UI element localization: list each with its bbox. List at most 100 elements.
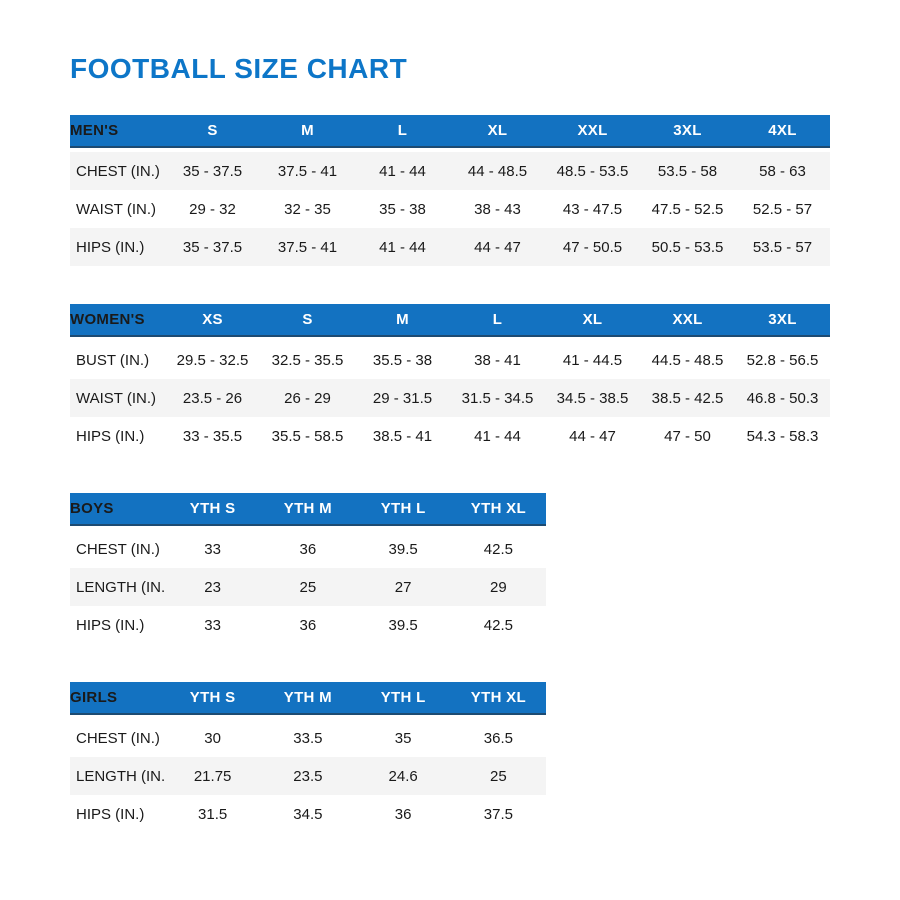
measurement-value: 33.5	[293, 729, 323, 747]
measurement-value: 35.5 - 38	[372, 351, 433, 369]
mens-header-row: MEN'S S M L XL XXL 3XL 4XL	[70, 115, 830, 148]
measurement-value: 34.5 - 38.5	[556, 389, 629, 407]
girls-size-column-header: YTH XL	[470, 689, 526, 706]
measurement-value: 47 - 50.5	[562, 238, 623, 256]
womens-size-column-header: S	[302, 311, 313, 328]
measurement-value: 38.5 - 42.5	[651, 389, 724, 407]
measurement-value: 32 - 35	[284, 200, 331, 218]
measurement-value: 21.75	[193, 767, 232, 785]
girls-size-column-header: YTH M	[283, 689, 332, 706]
womens-size-column-header: L	[492, 311, 503, 328]
girls-header-row: GIRLS YTH S YTH M YTH L YTH XL	[70, 682, 546, 715]
boys-table-title: BOYS	[70, 500, 114, 517]
page-title: FOOTBALL SIZE CHART	[70, 53, 408, 84]
measurement-value: 30	[204, 729, 221, 747]
measurement-value: 36	[394, 805, 412, 823]
measurement-value: 38 - 43	[474, 200, 521, 218]
boys-size-column-header: YTH M	[283, 500, 332, 517]
measurement-value: 38 - 41	[474, 351, 521, 369]
measurement-value: 23.5	[293, 767, 323, 785]
row-label: HIPS (IN.)	[76, 616, 145, 634]
measurement-value: 52.8 - 56.5	[746, 351, 819, 369]
boys-row-hips: HIPS (IN.) 33 36 39.5 42.5	[70, 606, 546, 644]
row-label: WAIST (IN.)	[76, 389, 156, 407]
row-label: HIPS (IN.)	[76, 238, 145, 256]
measurement-value: 29.5 - 32.5	[176, 351, 249, 369]
girls-size-column-header: YTH L	[380, 689, 426, 706]
measurement-value: 33 - 35.5	[182, 427, 243, 445]
measurement-value: 41 - 44	[379, 238, 426, 256]
measurement-value: 44 - 48.5	[467, 162, 528, 180]
measurement-value: 41 - 44	[474, 427, 521, 445]
girls-size-table: GIRLS YTH S YTH M YTH L YTH XL CHEST (IN.) 30 3…	[70, 682, 546, 833]
measurement-value: 41 - 44.5	[562, 351, 623, 369]
measurement-value: 32.5 - 35.5	[271, 351, 344, 369]
measurement-value: 50.5 - 53.5	[651, 238, 724, 256]
measurement-value: 33	[204, 540, 221, 558]
measurement-value: 27	[394, 578, 412, 596]
row-label: CHEST (IN.)	[76, 729, 160, 747]
womens-row-waist: WAIST (IN.) 23.5 - 26 26 - 29 29 - 31.5 31.5…	[70, 379, 830, 417]
mens-size-table: MEN'S S M L XL XXL 3XL 4XL CHEST (IN.) 35 - 37.5 3…	[70, 115, 830, 266]
mens-size-column-header: 3XL	[673, 122, 702, 139]
measurement-value: 35	[394, 729, 412, 747]
boys-size-column-header: YTH S	[189, 500, 236, 517]
measurement-value: 39.5	[388, 540, 418, 558]
girls-row-chest: CHEST (IN.) 30 33.5 35 36.5	[70, 719, 546, 757]
measurement-value: 29 - 31.5	[372, 389, 433, 407]
girls-row-hips: HIPS (IN.) 31.5 34.5 36 37.5	[70, 795, 546, 833]
measurement-value: 43 - 47.5	[562, 200, 623, 218]
measurement-value: 37.5 - 41	[277, 162, 338, 180]
mens-row-chest: CHEST (IN.) 35 - 37.5 37.5 - 41 41 - 44 44 -…	[70, 152, 830, 190]
measurement-value: 36	[299, 540, 317, 558]
measurement-value: 36	[299, 616, 317, 634]
measurement-value: 35 - 37.5	[182, 238, 243, 256]
measurement-value: 37.5 - 41	[277, 238, 338, 256]
womens-table-title: WOMEN'S	[70, 311, 145, 328]
boys-header-row: BOYS YTH S YTH M YTH L YTH XL	[70, 493, 546, 526]
boys-size-column-header: YTH XL	[470, 500, 526, 517]
measurement-value: 29	[490, 578, 507, 596]
measurement-value: 39.5	[388, 616, 418, 634]
womens-size-column-header: XXL	[672, 311, 703, 328]
mens-table-title: MEN'S	[70, 122, 119, 139]
girls-row-length: LENGTH (IN.) 21.75 23.5 24.6 25	[70, 757, 546, 795]
measurement-value: 23	[204, 578, 221, 596]
womens-size-column-header: XL	[582, 311, 603, 328]
row-label: WAIST (IN.)	[76, 200, 156, 218]
measurement-value: 48.5 - 53.5	[556, 162, 629, 180]
measurement-value: 35.5 - 58.5	[271, 427, 344, 445]
tables-container: MEN'S S M L XL XXL 3XL 4XL CHEST (IN.) 35 - 37.5 3…	[70, 115, 830, 833]
mens-size-column-header: 4XL	[768, 122, 797, 139]
measurement-value: 47 - 50	[664, 427, 711, 445]
measurement-value: 31.5	[198, 805, 228, 823]
womens-row-hips: HIPS (IN.) 33 - 35.5 35.5 - 58.5 38.5 - 41 4…	[70, 417, 830, 455]
girls-size-column-header: YTH S	[189, 689, 236, 706]
measurement-value: 37.5	[483, 805, 513, 823]
row-label: HIPS (IN.)	[76, 805, 145, 823]
row-label: CHEST (IN.)	[76, 540, 160, 558]
measurement-value: 23.5 - 26	[182, 389, 243, 407]
measurement-value: 53.5 - 58	[657, 162, 718, 180]
measurement-value: 25	[490, 767, 507, 785]
measurement-value: 34.5	[293, 805, 323, 823]
measurement-value: 44.5 - 48.5	[651, 351, 724, 369]
womens-size-column-header: 3XL	[768, 311, 797, 328]
measurement-value: 42.5	[483, 616, 513, 634]
measurement-value: 25	[299, 578, 317, 596]
womens-size-column-header: XS	[202, 311, 223, 328]
measurement-value: 46.8 - 50.3	[746, 389, 819, 407]
row-label: BUST (IN.)	[76, 351, 150, 369]
measurement-value: 44 - 47	[569, 427, 616, 445]
mens-size-column-header: S	[207, 122, 218, 139]
measurement-value: 38.5 - 41	[372, 427, 433, 445]
boys-row-length: LENGTH (IN.) 23 25 27 29	[70, 568, 546, 606]
mens-size-column-header: XL	[487, 122, 508, 139]
mens-size-column-header: L	[397, 122, 408, 139]
measurement-value: 58 - 63	[759, 162, 806, 180]
boys-size-table: BOYS YTH S YTH M YTH L YTH XL CHEST (IN.) 33 36…	[70, 493, 546, 644]
boys-row-chest: CHEST (IN.) 33 36 39.5 42.5	[70, 530, 546, 568]
measurement-value: 42.5	[483, 540, 513, 558]
womens-size-table: WOMEN'S XS S M L XL XXL 3XL BUST (IN.) 29.5 - 32.…	[70, 304, 830, 455]
